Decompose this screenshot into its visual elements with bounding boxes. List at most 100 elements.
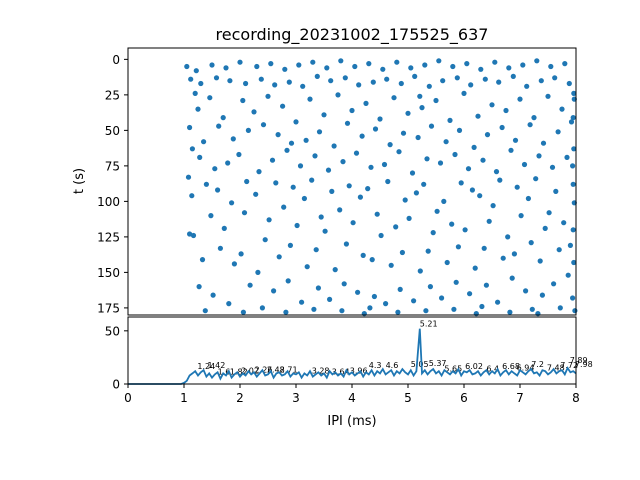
raster-point [301,195,307,202]
raster-point [415,134,421,141]
raster-point [510,73,516,79]
raster-point [540,140,547,146]
raster-point [201,139,207,145]
raster-point [300,83,306,89]
raster-point [193,68,199,74]
raster-point [315,285,321,291]
raster-point [325,167,332,173]
raster-point [185,174,192,180]
raster-point [564,154,570,160]
raster-point [525,195,532,202]
raster-point [453,279,459,285]
raster-point [566,80,572,87]
raster-point [444,259,450,266]
raster-point [511,251,517,257]
raster-point [536,153,542,159]
raster-point [322,228,328,234]
raster-point [421,181,427,187]
raster-point [273,180,279,186]
raster-point [559,106,565,112]
raster-point [260,122,267,128]
raster-point [568,119,575,125]
raster-point [505,234,511,240]
raster-point [282,66,288,72]
histogram-annotation: 1.82 [230,368,248,377]
raster-point [468,82,474,88]
raster-point [408,65,414,71]
raster-point [324,65,330,71]
raster-point [297,163,304,169]
raster-point [465,166,472,172]
raster-point [238,251,244,257]
raster-point [433,97,439,104]
raster-point [478,66,484,72]
raster-y-tick-label: 75 [105,159,120,173]
raster-point [570,115,576,121]
raster-point [570,163,576,169]
raster-point [512,137,519,143]
raster-point [571,90,577,96]
raster-y-tick-label: 0 [112,53,120,67]
raster-point [294,222,300,229]
raster-point [440,78,446,84]
raster-point [489,102,495,108]
histogram-annotation: 7.89 [570,356,588,365]
raster-point [449,221,455,227]
raster-point [396,149,402,155]
raster-point [276,254,282,260]
raster-point [397,286,403,292]
raster-point [509,275,515,281]
raster-point [268,61,274,67]
raster-point [521,161,528,168]
raster-point [335,92,341,98]
raster-point [342,75,348,81]
histogram-annotation: 2.71 [280,365,298,374]
raster-point [452,151,458,158]
raster-point [471,144,477,150]
raster-point [434,208,440,214]
raster-point [430,230,436,236]
raster-point [405,110,411,116]
raster-point [413,190,419,196]
raster-point [241,210,248,216]
raster-point [198,80,204,87]
raster-point [215,187,221,193]
raster-point [329,188,335,194]
raster-point [307,96,313,102]
histogram-x-tick-label: 2 [236,391,244,405]
raster-point [314,73,320,79]
raster-point [187,231,193,237]
raster-point [520,62,526,68]
raster-point [378,232,384,239]
histogram-annotation: 1.6 [218,368,231,377]
raster-point [412,73,418,79]
raster-point [451,306,457,312]
raster-point [482,76,488,82]
raster-point [477,193,483,199]
raster-point [570,295,576,301]
raster-point [368,164,374,170]
raster-point [229,200,235,206]
histogram-x-label: IPI (ms) [327,414,376,429]
histogram-annotation: 6.94 [517,363,535,372]
raster-point [360,252,366,258]
ipi-histogram-panel: 1.241.421.6 1.822.022.262.482.71 3.28 3.64 3… [105,316,593,429]
raster-point [338,58,344,64]
histogram-annotations: 1.241.421.6 1.822.022.262.482.71 3.28 3.64 3… [197,320,592,377]
raster-point [571,146,577,152]
histogram-annotation: 7.2 [531,360,544,369]
raster-point [394,59,400,65]
histogram-annotation: 5.37 [429,359,447,368]
raster-point [359,133,365,139]
raster-point [551,281,557,287]
raster-point [537,258,543,264]
raster-point [365,186,371,192]
raster-point [555,129,561,135]
raster-point [567,242,574,248]
raster-y-ticks: 0 25 50 75 100 125 150 175 [97,53,128,315]
raster-point [496,79,502,85]
histogram-x-ticks: 0 1 2 3 4 5 6 7 8 [124,384,580,405]
raster-point [549,164,556,170]
raster-point [243,80,249,87]
